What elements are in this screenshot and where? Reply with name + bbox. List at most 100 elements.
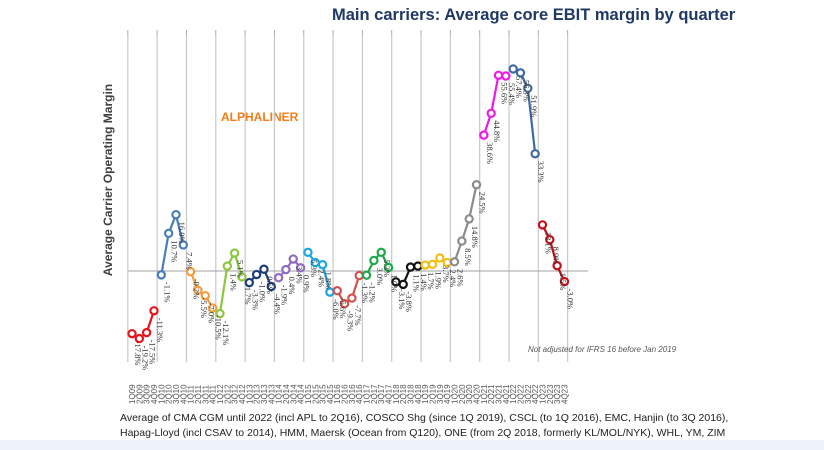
data-point — [251, 269, 262, 280]
data-point — [537, 220, 548, 230]
x-tick-label: 4Q13 — [267, 384, 276, 404]
data-label: 55.4% — [507, 83, 517, 105]
data-label: 44.8% — [492, 120, 502, 142]
series-line — [541, 224, 566, 283]
x-tick-label: 4Q19 — [443, 384, 452, 404]
data-label: 7.4% — [184, 252, 194, 270]
data-point — [486, 108, 496, 119]
x-tick-label: 3Q23 — [553, 384, 562, 404]
data-point — [229, 248, 240, 258]
data-point — [207, 303, 218, 313]
data-point — [347, 293, 357, 303]
x-tick-label: 3Q20 — [465, 384, 474, 404]
x-tick-label: 4Q18 — [414, 384, 423, 404]
x-tick-label: 2Q16 — [341, 384, 350, 404]
data-label: -7.7% — [353, 305, 363, 326]
data-point — [215, 308, 225, 319]
x-tick-label: 1Q23 — [538, 384, 547, 404]
x-tick-label: 2Q09 — [135, 384, 144, 404]
x-tick-label: 1Q12 — [216, 384, 225, 404]
data-label: 2.4% — [316, 270, 326, 288]
data-label: 16.0% — [177, 222, 187, 244]
data-label: -1.0% — [258, 282, 268, 303]
x-tick-label: 1Q09 — [128, 384, 137, 404]
data-label: 1.5% — [558, 273, 568, 291]
data-point — [413, 261, 423, 271]
data-label: 1.0% — [390, 274, 400, 292]
x-tick-label: 2Q20 — [458, 384, 467, 404]
data-point — [471, 180, 482, 190]
ifrs-annotation: Not adjusted for IFRS 16 before Jan 2019 — [528, 345, 677, 354]
data-point — [163, 228, 174, 239]
x-tick-label: 3Q14 — [289, 384, 298, 404]
data-label: 13.1% — [543, 232, 553, 254]
x-tick-label: 2Q11 — [194, 384, 203, 404]
x-tick-label: 3Q19 — [436, 384, 445, 404]
data-label: -1.1% — [162, 282, 172, 303]
data-point — [134, 333, 145, 344]
x-tick-label: 3Q17 — [377, 384, 386, 404]
data-label: 51.9% — [529, 95, 539, 117]
x-tick-label: 2Q15 — [311, 384, 320, 404]
x-tick-label: 4Q17 — [385, 384, 394, 404]
data-point — [339, 299, 350, 309]
data-label: 3.7% — [441, 265, 451, 283]
data-label: -9.3% — [346, 311, 356, 332]
x-tick-label: 3Q12 — [231, 384, 240, 404]
x-tick-label: 3Q11 — [201, 384, 210, 404]
data-label: 33.3% — [536, 161, 546, 183]
data-point — [244, 277, 254, 288]
series-line — [277, 257, 302, 279]
data-label: 3.4% — [294, 266, 304, 284]
data-point — [332, 286, 342, 296]
data-point — [185, 267, 196, 277]
x-tick-label: 1Q14 — [275, 384, 284, 404]
data-label: 8.9% — [551, 247, 561, 265]
x-tick-label: 1Q17 — [363, 384, 372, 404]
data-point — [149, 306, 159, 316]
watermark-alphaliner: ALPHALINER — [221, 110, 299, 124]
data-point — [376, 247, 386, 258]
data-label: 24.5% — [478, 192, 488, 214]
x-tick-label: 2Q12 — [223, 384, 232, 404]
series-line — [365, 250, 390, 276]
data-point — [515, 68, 526, 78]
x-tick-label: 2Q10 — [165, 384, 174, 404]
footnote-line-2: Hapag-Lloyd (incl CSAV to 2014), HMM, Ma… — [120, 427, 726, 439]
data-label: -7.0% — [206, 303, 216, 324]
data-label: 8.5% — [463, 248, 473, 266]
data-point — [273, 272, 284, 283]
data-point — [552, 261, 562, 271]
data-point — [493, 70, 504, 80]
data-label: -10.5% — [214, 315, 224, 340]
data-point — [545, 234, 555, 245]
data-label: 1.1% — [412, 274, 422, 292]
x-tick-label: 2Q23 — [546, 384, 555, 404]
data-label: 0.9% — [302, 275, 312, 293]
x-tick-label: 4Q14 — [297, 384, 306, 404]
series-line — [453, 184, 478, 263]
line-chart: -17.8%-19.2%-17.5%-11.3% -1.1% 10.7%16.0% 7… — [127, 30, 677, 404]
data-label: 55.6% — [500, 82, 510, 104]
data-point — [317, 259, 328, 270]
data-label: -3.0% — [565, 289, 575, 310]
data-point — [156, 270, 167, 280]
data-point — [427, 259, 438, 270]
data-point — [171, 209, 181, 220]
data-point — [559, 276, 570, 287]
data-point — [295, 263, 306, 273]
x-tick-label: 1Q18 — [392, 384, 401, 404]
data-point — [178, 240, 189, 250]
data-label: 1.4% — [228, 273, 238, 291]
data-point — [281, 264, 291, 275]
x-tick-label: 3Q16 — [348, 384, 357, 404]
x-tick-label: 2Q18 — [399, 384, 408, 404]
data-label: 1.4% — [419, 273, 429, 291]
x-tick-label: 1Q19 — [421, 384, 430, 404]
data-label: -1.7% — [243, 284, 253, 305]
x-tick-label: 4Q21 — [502, 384, 511, 404]
data-label: -3.1% — [397, 289, 407, 310]
data-point — [361, 270, 372, 280]
data-label: -3.3% — [250, 290, 260, 311]
x-tick-label: 3Q21 — [495, 384, 504, 404]
